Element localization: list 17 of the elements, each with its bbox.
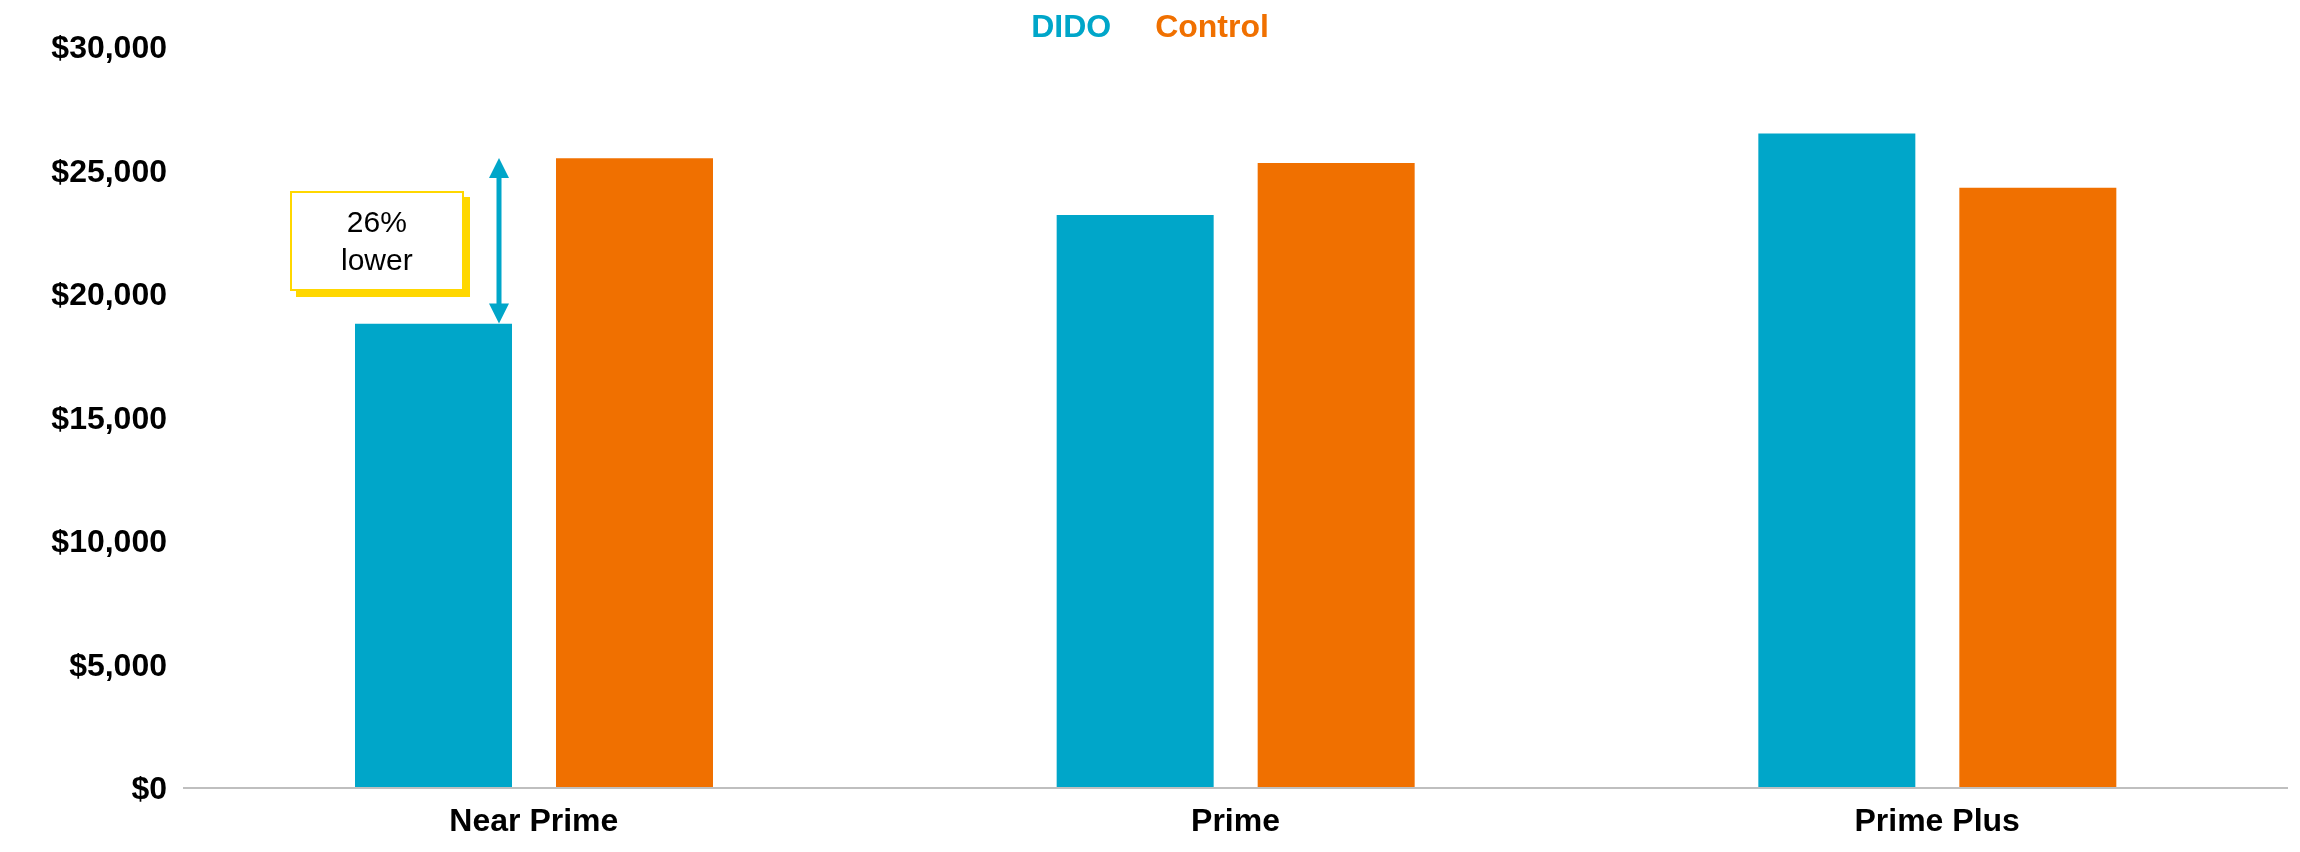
y-tick-label: $20,000 bbox=[51, 276, 167, 313]
y-tick-label: $0 bbox=[131, 770, 167, 807]
text: Control bbox=[1155, 8, 1269, 44]
bar bbox=[556, 158, 713, 788]
y-tick-label: $30,000 bbox=[51, 29, 167, 66]
y-tick-label: $5,000 bbox=[69, 646, 167, 683]
bar bbox=[1257, 163, 1415, 788]
x-tick-label: Prime bbox=[1191, 801, 1280, 838]
y-tick-label: $25,000 bbox=[51, 152, 167, 189]
y-tick-label: $15,000 bbox=[51, 399, 167, 436]
bar bbox=[1758, 133, 1916, 788]
bar bbox=[1056, 214, 1214, 788]
x-tick-label: Near Prime bbox=[449, 801, 619, 838]
y-tick-label: $10,000 bbox=[51, 523, 167, 560]
bar bbox=[1959, 187, 2117, 788]
text: DIDO bbox=[1031, 8, 1112, 44]
x-tick-label: Prime Plus bbox=[1854, 801, 2020, 838]
